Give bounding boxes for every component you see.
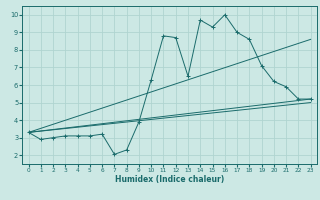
X-axis label: Humidex (Indice chaleur): Humidex (Indice chaleur) [115, 175, 224, 184]
